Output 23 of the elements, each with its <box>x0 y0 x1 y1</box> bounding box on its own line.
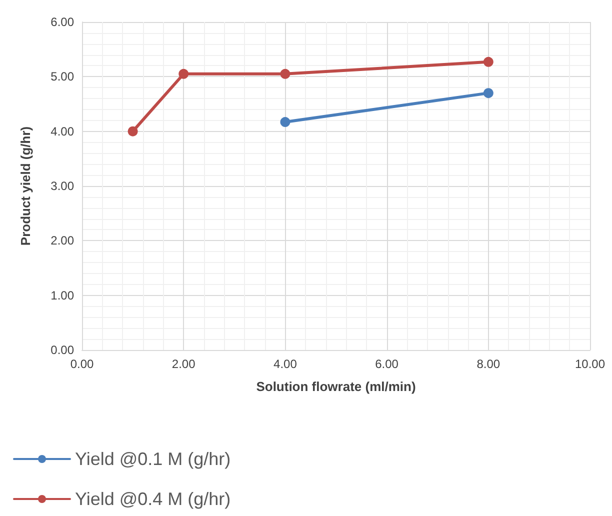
x-tick-label: 2.00 <box>172 357 196 371</box>
x-tick-label: 0.00 <box>70 357 94 371</box>
y-tick-label: 3.00 <box>50 179 74 193</box>
y-tick-label: 5.00 <box>50 70 74 84</box>
x-tick-label: 8.00 <box>476 357 500 371</box>
y-tick-label: 1.00 <box>50 288 74 302</box>
y-tick-label: 4.00 <box>50 124 74 138</box>
x-tick-label: 4.00 <box>274 357 298 371</box>
point <box>280 68 290 79</box>
x-tick-label: 6.00 <box>375 357 399 371</box>
point <box>128 126 138 136</box>
point <box>483 56 494 67</box>
y-axis-title: Product yield (g/hr) <box>18 126 33 246</box>
point <box>178 68 189 79</box>
x-axis-title: Solution flowrate (ml/min) <box>256 379 416 394</box>
y-tick-label: 6.00 <box>50 15 74 29</box>
y-tick-label: 0.00 <box>50 343 74 357</box>
legend-label: Yield @0.1 M (g/hr) <box>75 449 231 469</box>
y-tick-label: 2.00 <box>50 234 74 248</box>
point <box>483 88 494 98</box>
x-tick-label: 10.00 <box>574 357 606 371</box>
point <box>280 117 290 128</box>
legend-label: Yield @0.4 M (g/hr) <box>75 489 231 509</box>
